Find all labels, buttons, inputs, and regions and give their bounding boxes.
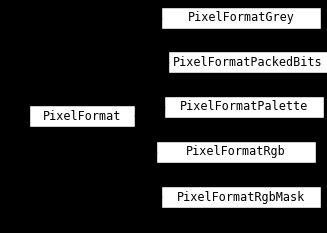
FancyBboxPatch shape — [156, 141, 316, 163]
FancyBboxPatch shape — [161, 186, 321, 208]
Text: PixelFormatPalette: PixelFormatPalette — [180, 100, 308, 113]
FancyBboxPatch shape — [161, 7, 321, 29]
FancyBboxPatch shape — [164, 96, 324, 118]
FancyBboxPatch shape — [168, 51, 327, 73]
Text: PixelFormatPackedBits: PixelFormatPackedBits — [173, 55, 323, 69]
Text: PixelFormatGrey: PixelFormatGrey — [188, 11, 294, 24]
FancyBboxPatch shape — [29, 105, 135, 127]
Text: PixelFormatRgbMask: PixelFormatRgbMask — [177, 191, 305, 203]
Text: PixelFormatRgb: PixelFormatRgb — [186, 145, 286, 158]
Text: PixelFormat: PixelFormat — [43, 110, 121, 123]
